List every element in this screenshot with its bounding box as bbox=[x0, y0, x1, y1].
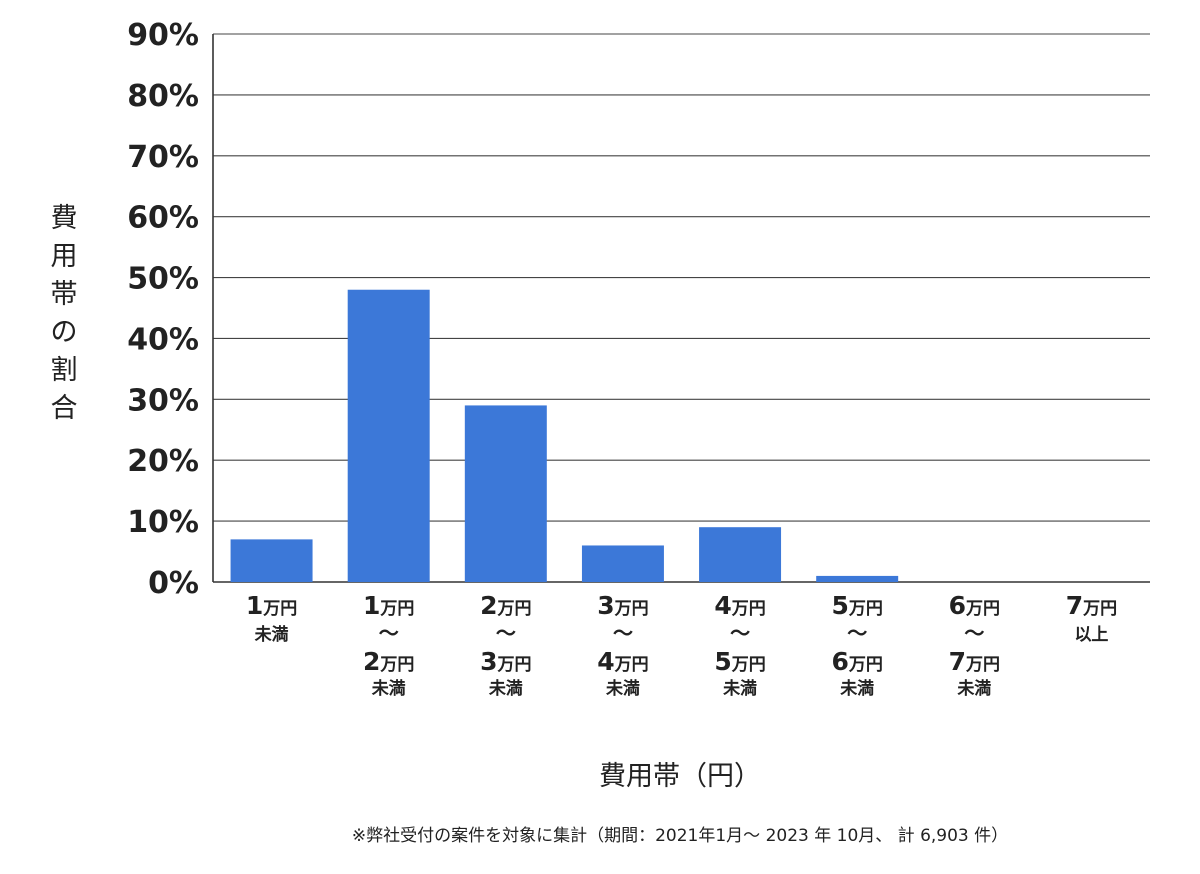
y-axis-label-char: 費 bbox=[50, 203, 78, 234]
x-tick-line: 〜 bbox=[964, 621, 984, 645]
x-tick-line: 3万円 bbox=[597, 591, 648, 620]
y-axis-label-char: 合 bbox=[50, 393, 78, 424]
footnote: ※弊社受付の案件を対象に集計（期間：2021年1月〜 2023 年 10月、 計… bbox=[351, 826, 1009, 846]
y-tick-label: 90% bbox=[127, 18, 199, 53]
y-tick-label: 70% bbox=[127, 140, 199, 175]
y-tick-label: 50% bbox=[127, 262, 199, 297]
bar bbox=[230, 539, 313, 582]
x-tick-line: 〜 bbox=[730, 621, 750, 645]
y-axis-label-char: 帯 bbox=[50, 279, 78, 310]
y-tick-label: 80% bbox=[127, 79, 199, 114]
y-axis-label-char: の bbox=[50, 317, 78, 348]
x-axis-ticks: 1万円未満1万円〜2万円未満2万円〜3万円未満3万円〜4万円未満4万円〜5万円未… bbox=[246, 591, 1117, 699]
bar bbox=[816, 575, 899, 582]
y-axis-label: 費用帯の割合 bbox=[42, 200, 86, 428]
x-tick-line: 7万円 bbox=[1066, 591, 1117, 620]
x-tick-line: 未満 bbox=[371, 678, 406, 699]
x-tick-line: 未満 bbox=[254, 624, 289, 645]
x-tick-line: 3万円 bbox=[480, 647, 531, 676]
x-tick-line: 5万円 bbox=[831, 591, 882, 620]
x-tick-line: 4万円 bbox=[714, 591, 765, 620]
x-tick-line: 1万円 bbox=[246, 591, 297, 620]
x-tick-line: 4万円 bbox=[597, 647, 648, 676]
y-tick-label: 20% bbox=[127, 444, 199, 479]
bar bbox=[464, 405, 547, 582]
y-axis-label-char: 割 bbox=[50, 355, 78, 386]
x-tick-line: 1万円 bbox=[363, 591, 414, 620]
y-axis-ticks: 0% 10% 20% 30% 40% 50% 60% 70% 80% 90% bbox=[127, 18, 199, 601]
bar bbox=[347, 289, 430, 582]
x-tick-line: 未満 bbox=[488, 678, 523, 699]
bar bbox=[581, 545, 664, 582]
x-tick-line: 7万円 bbox=[949, 647, 1000, 676]
x-tick-line: 未満 bbox=[605, 678, 640, 699]
y-tick-label: 40% bbox=[127, 322, 199, 357]
x-tick-line: 〜 bbox=[496, 621, 516, 645]
x-tick-line: 未満 bbox=[839, 678, 874, 699]
x-tick-line: 6万円 bbox=[831, 647, 882, 676]
bar bbox=[699, 527, 782, 582]
y-tick-label: 0% bbox=[148, 566, 199, 601]
x-tick-line: 2万円 bbox=[480, 591, 531, 620]
x-tick-line: 未満 bbox=[722, 678, 757, 699]
x-tick-line: 5万円 bbox=[714, 647, 765, 676]
x-tick-line: 〜 bbox=[847, 621, 867, 645]
y-axis-label-char: 用 bbox=[50, 241, 78, 272]
bars bbox=[230, 289, 899, 582]
x-tick-line: 未満 bbox=[956, 678, 991, 699]
x-tick-line: 〜 bbox=[613, 621, 633, 645]
y-tick-label: 10% bbox=[127, 505, 199, 540]
x-tick-line: 6万円 bbox=[949, 591, 1000, 620]
x-tick-line: 2万円 bbox=[363, 647, 414, 676]
y-tick-label: 60% bbox=[127, 201, 199, 236]
x-tick-line: 以上 bbox=[1074, 625, 1108, 645]
x-tick-line: 〜 bbox=[379, 621, 399, 645]
x-axis-label: 費用帯（円） bbox=[599, 761, 761, 792]
y-tick-label: 30% bbox=[127, 383, 199, 418]
